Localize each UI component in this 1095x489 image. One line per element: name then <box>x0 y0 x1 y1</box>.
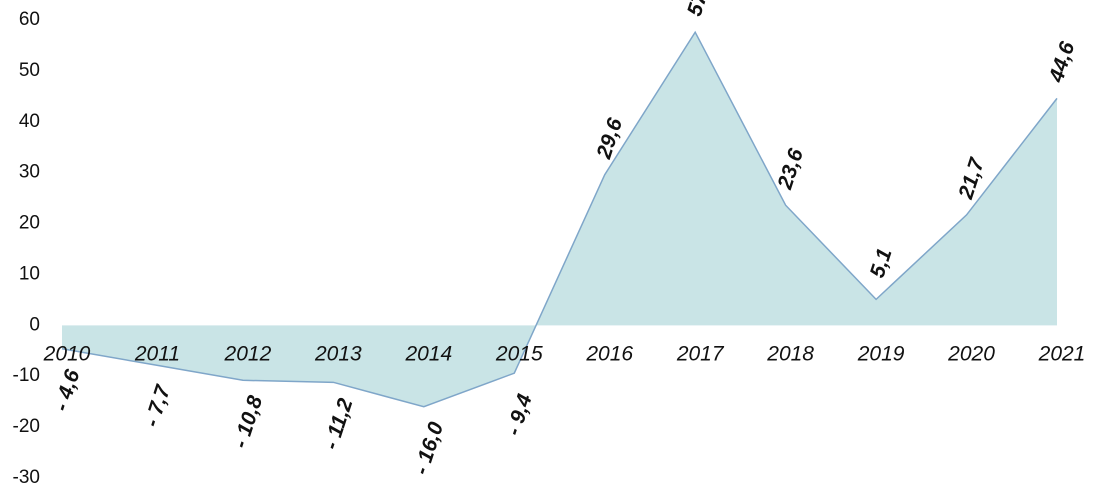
y-tick-label: -30 <box>13 467 40 488</box>
y-tick-label: 60 <box>19 9 40 30</box>
area-fill <box>62 32 1057 407</box>
y-tick-label: -10 <box>13 365 40 386</box>
data-label: - 7,7 <box>140 381 175 429</box>
x-tick-label: 2010 <box>43 343 91 366</box>
x-tick-label: 2014 <box>404 343 452 366</box>
x-tick-label: 2011 <box>134 343 180 366</box>
y-tick-label: 50 <box>19 60 40 81</box>
x-tick-label: 2013 <box>314 343 362 366</box>
data-label: - 11,2 <box>319 395 357 452</box>
data-label: 44,6 <box>1045 39 1080 86</box>
y-tick-label: 40 <box>19 111 40 132</box>
x-tick-label: 2016 <box>585 343 633 366</box>
area-line <box>61 30 1058 408</box>
data-label: - 16,0 <box>410 419 449 477</box>
y-tick-label: 20 <box>19 213 40 234</box>
data-label: 57,6 <box>683 0 718 19</box>
x-tick-label: 2020 <box>947 343 995 366</box>
data-label: - 9,4 <box>502 391 537 438</box>
data-label: 23,6 <box>773 146 808 193</box>
x-tick-label: 2019 <box>857 343 905 366</box>
x-tick-label: 2017 <box>676 343 725 366</box>
y-tick-label: 0 <box>29 314 40 335</box>
y-tick-label: 30 <box>19 162 40 183</box>
x-tick-label: 2018 <box>766 343 814 366</box>
x-tick-label: 2012 <box>224 343 272 366</box>
data-label: - 4,6 <box>50 367 85 414</box>
data-label: 5,1 <box>866 246 897 281</box>
x-tick-label: 2015 <box>495 343 543 366</box>
x-tick-label: 2021 <box>1038 343 1086 366</box>
y-tick-label: 10 <box>19 263 40 284</box>
y-tick-label: -20 <box>13 416 40 437</box>
data-label: - 10,8 <box>229 393 268 451</box>
